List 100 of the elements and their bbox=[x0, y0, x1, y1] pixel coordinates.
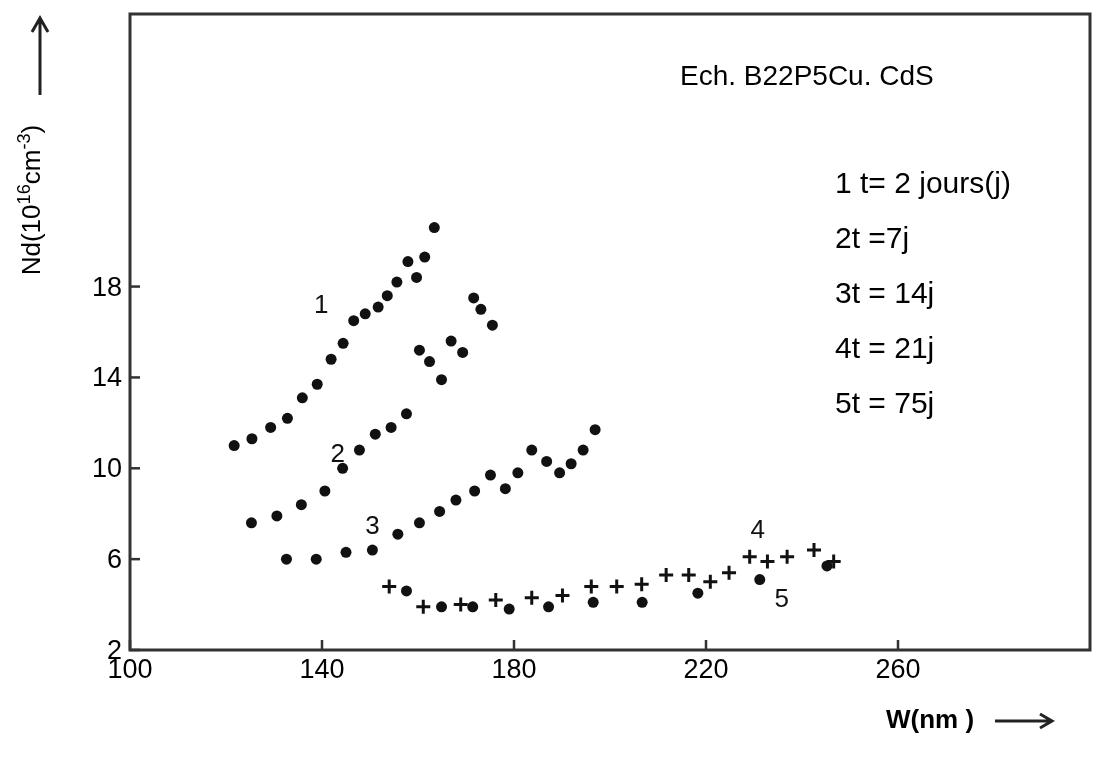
point bbox=[245, 517, 257, 529]
point bbox=[424, 356, 436, 368]
point bbox=[348, 315, 360, 327]
point bbox=[720, 564, 738, 582]
point bbox=[565, 458, 577, 470]
y-tick-label: 18 bbox=[91, 271, 122, 302]
point bbox=[486, 319, 498, 331]
point bbox=[758, 552, 776, 570]
point bbox=[372, 301, 384, 313]
point bbox=[487, 591, 505, 609]
point bbox=[821, 560, 833, 572]
point bbox=[436, 374, 448, 386]
point bbox=[499, 483, 511, 495]
point bbox=[523, 589, 541, 607]
point bbox=[392, 528, 404, 540]
point bbox=[413, 517, 425, 529]
point bbox=[754, 574, 766, 586]
y-tick-label: 14 bbox=[91, 362, 122, 393]
point bbox=[589, 424, 601, 436]
point bbox=[577, 444, 589, 456]
point bbox=[452, 596, 470, 614]
point bbox=[246, 433, 258, 445]
point bbox=[541, 455, 553, 467]
point bbox=[366, 544, 378, 556]
point bbox=[680, 566, 698, 584]
point bbox=[337, 462, 349, 474]
point bbox=[741, 548, 759, 566]
point bbox=[457, 346, 469, 358]
point bbox=[503, 603, 515, 615]
point bbox=[340, 546, 352, 558]
point bbox=[413, 344, 425, 356]
annotation: 4t = 21j bbox=[835, 331, 935, 364]
point bbox=[419, 251, 431, 263]
point bbox=[369, 428, 381, 440]
point bbox=[400, 585, 412, 597]
point bbox=[587, 596, 599, 608]
point bbox=[228, 440, 240, 452]
point bbox=[657, 566, 675, 584]
point bbox=[310, 553, 322, 565]
point bbox=[295, 499, 307, 511]
point bbox=[325, 353, 337, 365]
point bbox=[701, 573, 719, 591]
point bbox=[296, 392, 308, 404]
point bbox=[428, 222, 440, 234]
point bbox=[265, 421, 277, 433]
point bbox=[469, 485, 481, 497]
point bbox=[484, 469, 496, 481]
point bbox=[825, 552, 843, 570]
point bbox=[353, 444, 365, 456]
point bbox=[391, 276, 403, 288]
point bbox=[526, 444, 538, 456]
annotation: Ech. B22P5Cu. CdS bbox=[680, 60, 934, 91]
x-axis-title: W(nm ) bbox=[885, 704, 975, 734]
point bbox=[414, 598, 432, 616]
point bbox=[411, 271, 423, 283]
point bbox=[475, 303, 487, 315]
point bbox=[385, 421, 397, 433]
point bbox=[402, 256, 414, 268]
y-tick-label: 10 bbox=[91, 453, 122, 484]
point bbox=[337, 337, 349, 349]
annotation: 3t = 14j bbox=[835, 276, 935, 309]
point bbox=[271, 510, 283, 522]
point bbox=[311, 378, 323, 390]
point bbox=[467, 601, 479, 613]
point bbox=[436, 601, 448, 613]
y-tick-label: 6 bbox=[106, 544, 122, 575]
point bbox=[280, 553, 292, 565]
point bbox=[805, 541, 823, 559]
point bbox=[380, 577, 398, 595]
point bbox=[359, 308, 371, 320]
point bbox=[450, 494, 462, 506]
point bbox=[554, 467, 566, 479]
annotation: 5t = 75j bbox=[835, 386, 935, 419]
point bbox=[636, 596, 648, 608]
point bbox=[445, 335, 457, 347]
point bbox=[633, 575, 651, 593]
point bbox=[434, 505, 446, 517]
series-label: 3 bbox=[365, 510, 380, 541]
point bbox=[553, 586, 571, 604]
point bbox=[778, 548, 796, 566]
point bbox=[281, 412, 293, 424]
x-tick-label: 220 bbox=[683, 654, 729, 684]
annotation: 1 t= 2 jours(j) bbox=[835, 166, 1011, 199]
series-label: 1 bbox=[313, 289, 329, 320]
series-label: 2 bbox=[330, 438, 345, 469]
point bbox=[543, 601, 555, 613]
x-tick-label: 260 bbox=[875, 654, 921, 684]
point bbox=[468, 292, 480, 304]
point bbox=[582, 577, 600, 595]
point bbox=[319, 485, 331, 497]
point bbox=[608, 577, 626, 595]
point bbox=[400, 408, 412, 420]
x-tick-label: 140 bbox=[299, 654, 345, 684]
series-label: 5 bbox=[774, 582, 789, 613]
point bbox=[512, 467, 524, 479]
annotation: 2t =7j bbox=[835, 221, 910, 254]
point bbox=[381, 290, 393, 302]
x-tick-label: 180 bbox=[491, 654, 537, 684]
point bbox=[692, 587, 704, 599]
series-label: 4 bbox=[750, 513, 765, 544]
